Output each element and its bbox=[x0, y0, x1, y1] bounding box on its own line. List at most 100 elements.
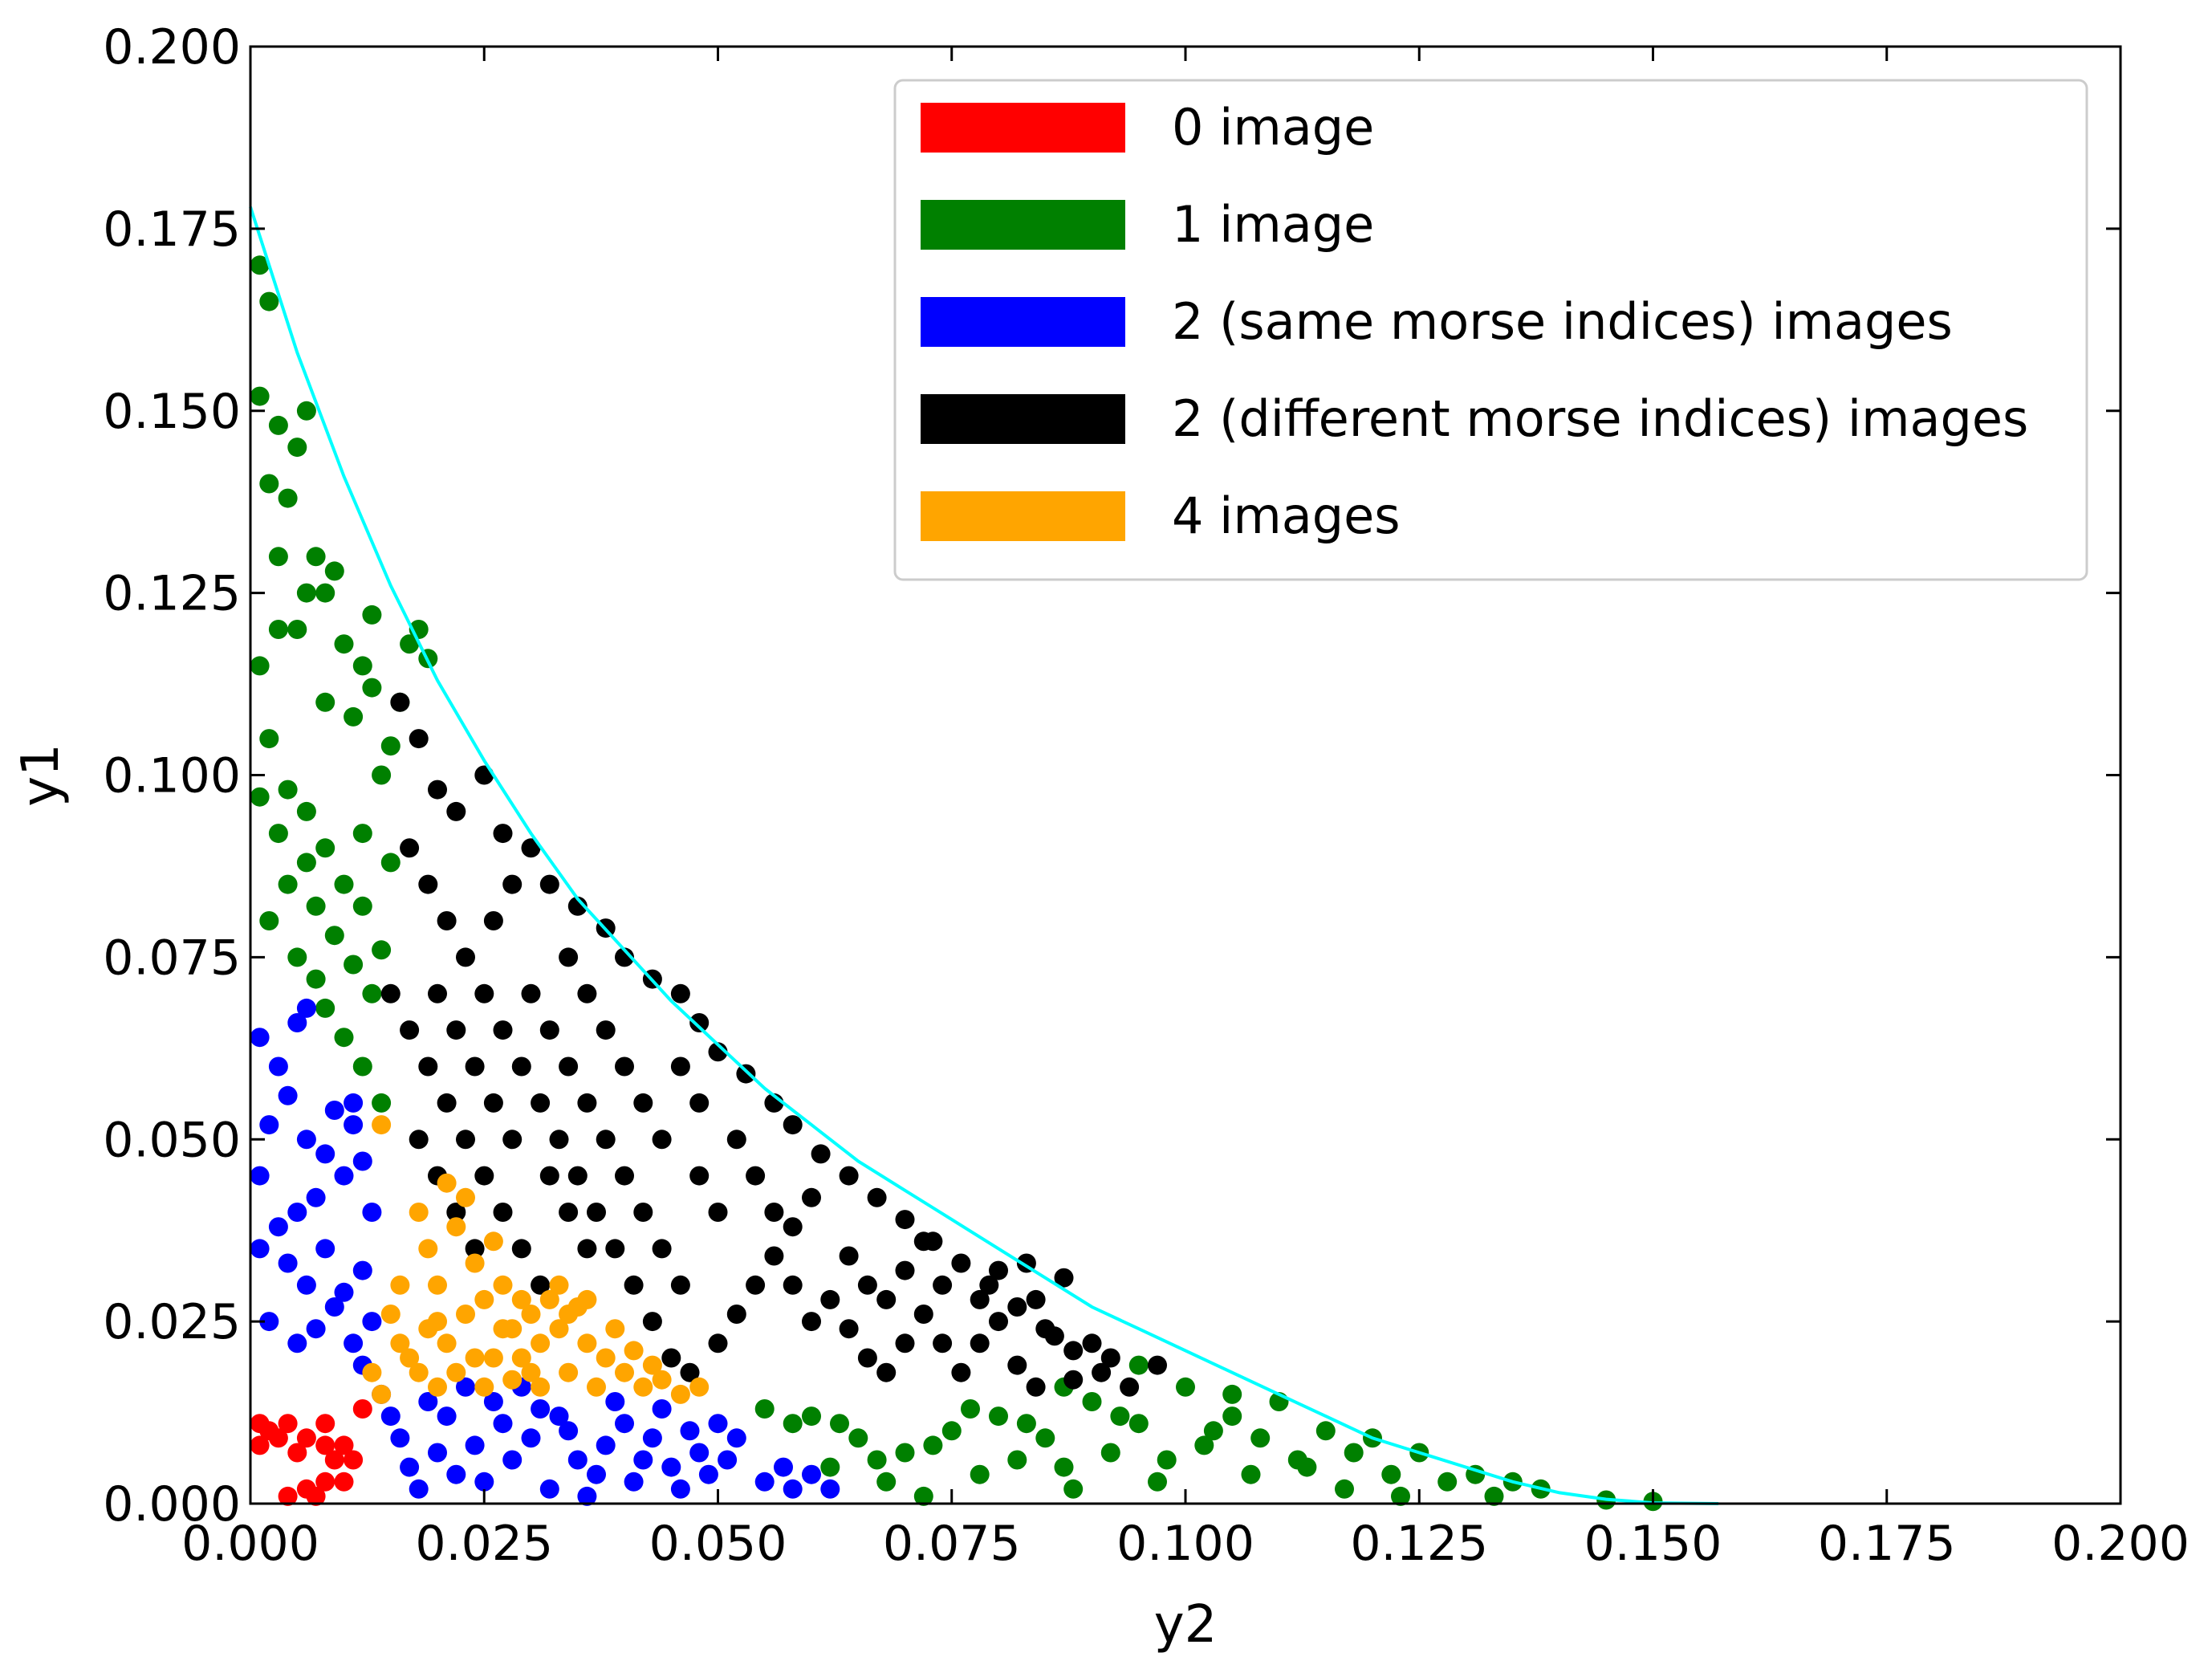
data-point-s3-110 bbox=[409, 1130, 429, 1150]
data-point-s2-0 bbox=[250, 1028, 270, 1048]
data-point-s3-17 bbox=[783, 1115, 803, 1135]
data-point-s1-70 bbox=[1222, 1406, 1242, 1427]
data-point-s4-17 bbox=[559, 1362, 579, 1382]
data-point-s1-47 bbox=[278, 874, 298, 894]
legend-swatch-2 bbox=[921, 297, 1125, 347]
data-point-s3-67 bbox=[380, 983, 401, 1003]
data-point-s2-56 bbox=[670, 1479, 690, 1499]
data-point-s1-17 bbox=[380, 736, 401, 756]
data-point-s0-10 bbox=[344, 1450, 364, 1470]
data-point-s2-48 bbox=[587, 1464, 606, 1484]
data-point-s1-74 bbox=[1315, 1421, 1336, 1441]
data-point-s4-35 bbox=[446, 1362, 466, 1382]
data-point-s3-64 bbox=[1026, 1377, 1046, 1397]
data-point-s3-70 bbox=[437, 1093, 457, 1113]
data-point-s2-33 bbox=[390, 1428, 410, 1448]
legend-swatch-0 bbox=[921, 103, 1125, 153]
data-point-s4-38 bbox=[474, 1377, 494, 1397]
data-point-s1-61 bbox=[1007, 1450, 1027, 1470]
data-point-s3-99 bbox=[559, 947, 579, 967]
data-point-s3-101 bbox=[596, 1020, 616, 1040]
data-point-s1-98 bbox=[1297, 1457, 1317, 1477]
data-point-s1-41 bbox=[296, 583, 316, 603]
data-point-s2-55 bbox=[661, 1457, 681, 1477]
data-point-s1-62 bbox=[1035, 1428, 1055, 1448]
data-point-s1-20 bbox=[372, 765, 392, 785]
data-point-s3-12 bbox=[670, 983, 690, 1003]
data-point-s3-1 bbox=[409, 729, 429, 749]
data-point-s4-12 bbox=[511, 1348, 531, 1368]
data-point-s2-1 bbox=[268, 1056, 288, 1077]
data-point-s2-42 bbox=[521, 1428, 541, 1448]
data-point-s1-43 bbox=[362, 605, 382, 625]
data-point-s1-90 bbox=[923, 1435, 943, 1455]
data-point-s4-44 bbox=[362, 1362, 382, 1382]
data-point-s2-50 bbox=[615, 1414, 634, 1434]
data-point-s1-2 bbox=[250, 386, 270, 406]
data-point-s2-16 bbox=[315, 1239, 335, 1259]
data-point-s3-28 bbox=[1092, 1362, 1112, 1382]
data-point-s3-0 bbox=[390, 692, 410, 712]
data-point-s1-50 bbox=[380, 853, 401, 873]
data-point-s3-94 bbox=[802, 1312, 821, 1332]
data-point-s4-33 bbox=[428, 1377, 447, 1397]
y-tick-label-8: 0.200 bbox=[103, 19, 241, 75]
data-point-s1-7 bbox=[278, 488, 298, 508]
data-point-s1-28 bbox=[344, 955, 364, 975]
data-point-s2-28 bbox=[352, 1151, 372, 1171]
data-point-s3-51 bbox=[783, 1217, 803, 1237]
data-point-s1-63 bbox=[1063, 1479, 1084, 1499]
data-point-s1-77 bbox=[1381, 1464, 1401, 1484]
data-point-s3-95 bbox=[428, 983, 447, 1003]
data-point-s3-52 bbox=[802, 1187, 821, 1207]
data-point-s2-2 bbox=[287, 1013, 307, 1032]
data-point-s3-8 bbox=[567, 896, 588, 916]
data-point-s0-4 bbox=[287, 1443, 307, 1463]
y-tick-label-4: 0.100 bbox=[103, 748, 241, 804]
data-point-s4-39 bbox=[483, 1348, 503, 1368]
data-point-s1-14 bbox=[315, 692, 335, 712]
data-point-s1-86 bbox=[754, 1399, 775, 1419]
x-tick-label-4: 0.100 bbox=[1116, 1516, 1254, 1572]
data-point-s4-22 bbox=[605, 1319, 625, 1339]
data-point-s3-36 bbox=[493, 1020, 513, 1040]
data-point-s4-28 bbox=[670, 1384, 690, 1404]
data-point-s4-37 bbox=[465, 1348, 485, 1368]
data-point-s2-39 bbox=[474, 1472, 494, 1492]
data-point-s1-3 bbox=[268, 415, 288, 435]
data-point-s3-43 bbox=[624, 1275, 644, 1295]
data-point-s0-7 bbox=[315, 1414, 335, 1434]
data-point-s1-42 bbox=[324, 561, 344, 581]
data-point-s3-90 bbox=[726, 1130, 746, 1150]
data-point-s4-4 bbox=[437, 1173, 457, 1193]
data-point-s2-51 bbox=[624, 1472, 644, 1492]
data-point-s3-72 bbox=[474, 1166, 494, 1186]
data-point-s2-47 bbox=[577, 1486, 597, 1506]
data-point-s3-78 bbox=[502, 1130, 523, 1150]
data-point-s4-14 bbox=[531, 1333, 551, 1354]
data-point-s3-39 bbox=[549, 1130, 569, 1150]
data-point-s3-50 bbox=[764, 1246, 784, 1266]
data-point-s4-13 bbox=[521, 1305, 541, 1324]
data-point-s2-65 bbox=[783, 1479, 803, 1499]
data-point-s3-29 bbox=[1120, 1377, 1140, 1397]
data-point-s1-34 bbox=[268, 824, 288, 844]
data-point-s4-6 bbox=[456, 1187, 475, 1207]
data-point-s3-13 bbox=[689, 1013, 710, 1032]
data-point-s3-73 bbox=[493, 1203, 513, 1222]
data-point-s1-75 bbox=[1335, 1479, 1354, 1499]
data-point-s1-102 bbox=[1128, 1355, 1149, 1375]
data-point-s3-25 bbox=[1007, 1297, 1027, 1317]
data-point-s2-45 bbox=[559, 1421, 579, 1441]
data-point-s3-19 bbox=[839, 1166, 859, 1186]
data-point-s3-71 bbox=[456, 1130, 475, 1150]
y-tick-label-2: 0.050 bbox=[103, 1112, 241, 1168]
data-point-s0-13 bbox=[306, 1486, 326, 1506]
data-point-s1-23 bbox=[296, 801, 316, 821]
data-point-s3-88 bbox=[689, 1166, 710, 1186]
data-point-s4-1 bbox=[409, 1203, 429, 1222]
data-point-s1-96 bbox=[1203, 1421, 1223, 1441]
data-point-s2-19 bbox=[362, 1312, 382, 1332]
data-point-s3-66 bbox=[1063, 1370, 1084, 1390]
data-point-s3-44 bbox=[642, 1312, 662, 1332]
